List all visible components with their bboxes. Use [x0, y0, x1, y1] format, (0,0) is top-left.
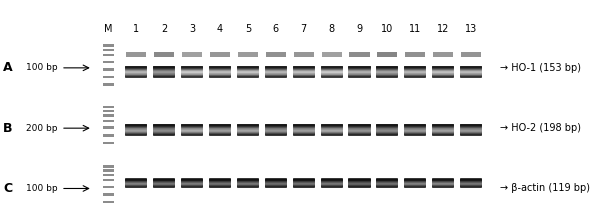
Text: 100 bp: 100 bp	[26, 63, 58, 72]
Text: A: A	[3, 61, 13, 74]
Text: 13: 13	[465, 24, 477, 34]
Bar	[103, 134, 114, 137]
Bar	[154, 52, 174, 57]
Bar	[182, 181, 202, 185]
Bar	[378, 181, 397, 185]
Bar	[293, 69, 314, 75]
Bar	[266, 69, 286, 75]
Bar	[103, 44, 114, 47]
Text: 9: 9	[356, 24, 362, 34]
Bar	[461, 69, 481, 75]
Bar	[238, 69, 258, 75]
Bar	[154, 127, 174, 133]
Text: 1: 1	[134, 24, 140, 34]
Bar	[103, 61, 114, 63]
Text: 8: 8	[329, 24, 335, 34]
Bar	[461, 52, 481, 57]
Bar	[266, 127, 286, 133]
Bar	[154, 69, 174, 75]
Bar	[154, 181, 174, 185]
Bar	[293, 181, 314, 185]
Text: M: M	[104, 24, 113, 34]
Bar	[461, 127, 481, 133]
Bar	[126, 181, 146, 185]
Bar	[103, 114, 114, 117]
Bar	[103, 179, 114, 182]
Bar	[378, 69, 397, 75]
Bar	[103, 54, 114, 56]
Bar	[103, 201, 114, 203]
Bar	[126, 52, 146, 57]
Bar	[103, 120, 114, 122]
Bar	[103, 126, 114, 129]
Bar	[103, 193, 114, 196]
Bar	[433, 52, 453, 57]
Bar	[210, 127, 230, 133]
Bar	[433, 69, 453, 75]
Bar	[350, 52, 370, 57]
Text: → HO-2 (198 bp): → HO-2 (198 bp)	[500, 123, 581, 133]
Bar	[293, 52, 314, 57]
Text: 6: 6	[273, 24, 279, 34]
Bar	[461, 181, 481, 185]
Bar	[378, 127, 397, 133]
Bar	[321, 127, 342, 133]
Bar	[103, 165, 114, 168]
Bar	[103, 106, 114, 108]
Bar	[126, 69, 146, 75]
Text: 12: 12	[437, 24, 450, 34]
Bar	[103, 68, 114, 71]
Bar	[103, 169, 114, 172]
Text: 200 bp: 200 bp	[26, 124, 58, 133]
Bar	[266, 181, 286, 185]
Text: → β-actin (119 bp): → β-actin (119 bp)	[500, 183, 590, 194]
Bar	[103, 83, 114, 85]
Bar	[238, 52, 258, 57]
Bar	[321, 181, 342, 185]
Bar	[350, 181, 370, 185]
Bar	[126, 127, 146, 133]
Text: 100 bp: 100 bp	[26, 184, 58, 193]
Text: 7: 7	[301, 24, 307, 34]
Text: 10: 10	[381, 24, 393, 34]
Bar	[321, 69, 342, 75]
Bar	[210, 52, 230, 57]
Bar	[103, 174, 114, 176]
Text: → HO-1 (153 bp): → HO-1 (153 bp)	[500, 63, 581, 73]
Bar	[405, 127, 425, 133]
Bar	[405, 69, 425, 75]
Bar	[238, 181, 258, 185]
Bar	[103, 76, 114, 78]
Bar	[182, 69, 202, 75]
Bar	[433, 127, 453, 133]
Bar	[266, 52, 286, 57]
Bar	[293, 127, 314, 133]
Bar	[103, 142, 114, 144]
Text: 4: 4	[217, 24, 223, 34]
Bar	[210, 69, 230, 75]
Bar	[182, 52, 202, 57]
Text: 2: 2	[161, 24, 167, 34]
Bar	[182, 127, 202, 133]
Bar	[378, 52, 397, 57]
Text: 11: 11	[409, 24, 422, 34]
Bar	[405, 52, 425, 57]
Bar	[103, 49, 114, 51]
Text: B: B	[3, 122, 13, 135]
Text: 3: 3	[189, 24, 195, 34]
Bar	[350, 69, 370, 75]
Bar	[103, 110, 114, 112]
Text: C: C	[3, 182, 12, 195]
Bar	[321, 52, 342, 57]
Bar	[350, 127, 370, 133]
Text: 5: 5	[245, 24, 251, 34]
Bar	[433, 181, 453, 185]
Bar	[405, 181, 425, 185]
Bar	[103, 186, 114, 188]
Bar	[210, 181, 230, 185]
Bar	[238, 127, 258, 133]
